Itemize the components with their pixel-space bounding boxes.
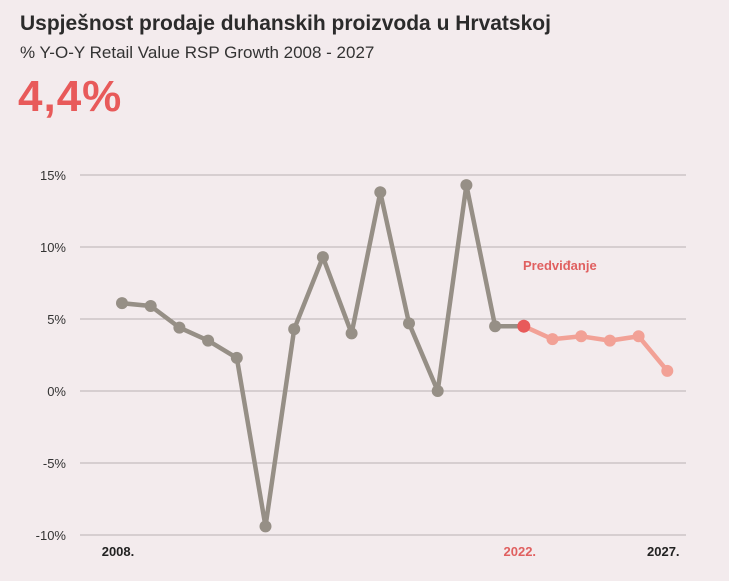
- y-tick-label: -10%: [36, 528, 67, 543]
- forecast-line: [521, 323, 670, 374]
- x-tick-label: 2027.: [647, 544, 680, 559]
- x-tick-label: 2008.: [102, 544, 135, 559]
- forecast-point: [661, 364, 674, 377]
- historical-point: [403, 317, 415, 330]
- highlight-value: 4,4%: [18, 72, 123, 121]
- historical-point: [374, 186, 387, 199]
- series-points: [116, 179, 674, 533]
- x-tick-label: 2022.: [504, 544, 537, 559]
- historical-point: [116, 297, 128, 310]
- historical-point: [173, 321, 186, 334]
- historical-point: [144, 300, 157, 313]
- historical-point: [202, 334, 215, 347]
- current-point: [517, 319, 531, 333]
- y-axis-tick-labels: 15% 10% 5% 0% -5% -10%: [36, 168, 67, 543]
- historical-point: [489, 320, 502, 333]
- series-lines: [119, 182, 670, 529]
- historical-point: [460, 179, 473, 192]
- chart-subtitle: % Y-O-Y Retail Value RSP Growth 2008 - 2…: [20, 43, 375, 62]
- forecast-annotation: Predviđanje: [523, 258, 597, 273]
- forecast-point: [575, 330, 588, 343]
- chart-title: Uspješnost prodaje duhanskih proizvoda u…: [20, 12, 551, 35]
- x-axis-tick-labels: 2008. 2022. 2027.: [102, 544, 680, 559]
- y-tick-label: 15%: [40, 168, 66, 183]
- y-tick-label: -5%: [43, 456, 67, 471]
- grid-layer: [80, 174, 686, 536]
- y-tick-label: 10%: [40, 240, 66, 255]
- historical-point: [431, 385, 444, 397]
- forecast-point: [546, 333, 559, 346]
- historical-line: [119, 182, 527, 529]
- y-tick-label: 5%: [47, 312, 66, 327]
- historical-point: [316, 251, 329, 264]
- historical-point: [259, 520, 272, 533]
- historical-point: [230, 351, 243, 364]
- historical-point: [288, 323, 301, 336]
- historical-point: [345, 327, 358, 340]
- forecast-point: [632, 330, 645, 343]
- y-tick-label: 0%: [47, 384, 66, 399]
- forecast-point: [603, 334, 616, 347]
